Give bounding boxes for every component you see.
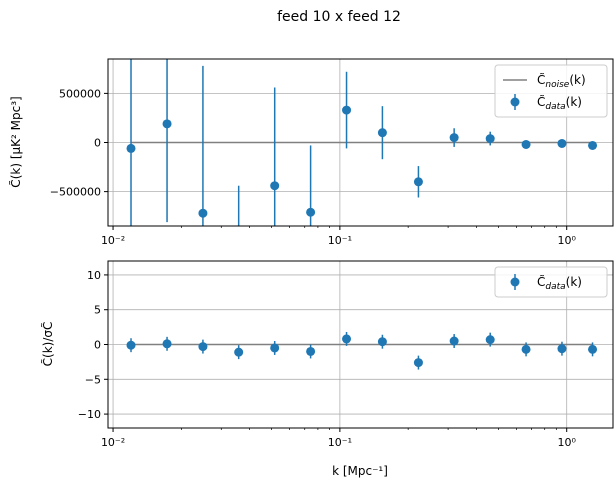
data-point bbox=[449, 133, 459, 143]
bottom-panel-ylabel: C̃(k)/σC̃ bbox=[41, 322, 55, 367]
legend-label-suffix: (k) bbox=[566, 275, 582, 289]
legend-label: C̃data(k) bbox=[537, 275, 582, 292]
legend-label: C̃noise(k) bbox=[537, 73, 586, 90]
x-tick-label: 10⁰ bbox=[557, 234, 576, 247]
data-point bbox=[377, 337, 387, 347]
data-point bbox=[162, 119, 172, 129]
bottom-panel-ticks: 10⁻² 10⁻¹ 10⁰ −10 −5 0 5 10 bbox=[78, 269, 577, 449]
legend-label-main: C̃ bbox=[537, 73, 545, 87]
data-point bbox=[413, 177, 423, 187]
data-point bbox=[485, 134, 495, 144]
x-tick-label: 10⁻¹ bbox=[328, 436, 352, 449]
legend-label-main: C̃ bbox=[537, 275, 545, 289]
data-point bbox=[485, 335, 495, 345]
data-point bbox=[342, 334, 352, 344]
data-point bbox=[557, 138, 567, 148]
legend-marker-swatch bbox=[510, 97, 520, 107]
data-point bbox=[342, 105, 352, 115]
data-point bbox=[521, 139, 531, 149]
bottom-panel-xlabel: k [Mpc⁻¹] bbox=[332, 464, 388, 478]
data-point bbox=[449, 336, 459, 346]
data-point bbox=[270, 343, 280, 353]
y-tick-label: −500000 bbox=[50, 186, 101, 199]
data-point bbox=[198, 208, 208, 218]
x-tick-label: 10⁻² bbox=[101, 436, 125, 449]
bottom-panel-series bbox=[126, 331, 598, 370]
y-tick-label: 5 bbox=[94, 304, 101, 317]
data-point bbox=[413, 358, 423, 368]
legend-label-sub: noise bbox=[545, 80, 569, 90]
y-tick-label: 0 bbox=[94, 339, 101, 352]
top-panel-series bbox=[126, 59, 598, 226]
data-point bbox=[306, 207, 316, 217]
x-tick-label: 10⁻² bbox=[101, 234, 125, 247]
legend-label-sub: data bbox=[545, 102, 565, 112]
legend-label: C̃data(k) bbox=[537, 95, 582, 112]
data-point bbox=[588, 344, 598, 354]
top-panel-ticks: 10⁻² 10⁻¹ 10⁰ −500000 0 500000 bbox=[50, 87, 577, 247]
data-point bbox=[270, 181, 280, 191]
bottom-panel: 10⁻² 10⁻¹ 10⁰ −10 −5 0 5 10 C̃(k)/σC̃ k [Mpc⁻¹]… bbox=[41, 260, 614, 478]
data-point bbox=[377, 128, 387, 138]
data-point bbox=[521, 344, 531, 354]
data-point bbox=[126, 143, 136, 153]
y-tick-label: −5 bbox=[85, 373, 101, 386]
y-tick-label: 500000 bbox=[59, 87, 101, 100]
top-panel-legend: C̃noise(k)C̃data(k) bbox=[494, 64, 608, 118]
x-tick-label: 10⁰ bbox=[557, 436, 576, 449]
data-point bbox=[234, 347, 244, 357]
data-point bbox=[198, 342, 208, 352]
bottom-panel-legend: C̃data(k) bbox=[494, 266, 608, 298]
top-panel-ylabel: C̃(k) [μK² Mpc³] bbox=[9, 96, 23, 187]
legend-frame bbox=[494, 64, 608, 118]
y-tick-label: 0 bbox=[94, 137, 101, 150]
x-tick-label: 10⁻¹ bbox=[328, 234, 352, 247]
legend-marker-swatch bbox=[510, 277, 520, 287]
legend-label-sub: data bbox=[545, 282, 565, 292]
data-point bbox=[126, 340, 136, 350]
data-point bbox=[557, 344, 567, 354]
legend-label-main: C̃ bbox=[537, 95, 545, 109]
data-point bbox=[162, 339, 172, 349]
y-tick-label: 10 bbox=[87, 269, 101, 282]
y-tick-label: −10 bbox=[78, 408, 101, 421]
figure-suptitle: feed 10 x feed 12 bbox=[277, 9, 401, 25]
data-point bbox=[588, 140, 598, 150]
legend-frame bbox=[494, 266, 608, 298]
top-panel: 10⁻² 10⁻¹ 10⁰ −500000 0 500000 C̃(k) [μK² Mpc… bbox=[9, 58, 614, 247]
legend-label-suffix: (k) bbox=[569, 73, 585, 87]
data-point bbox=[306, 346, 316, 356]
legend-label-suffix: (k) bbox=[566, 95, 582, 109]
